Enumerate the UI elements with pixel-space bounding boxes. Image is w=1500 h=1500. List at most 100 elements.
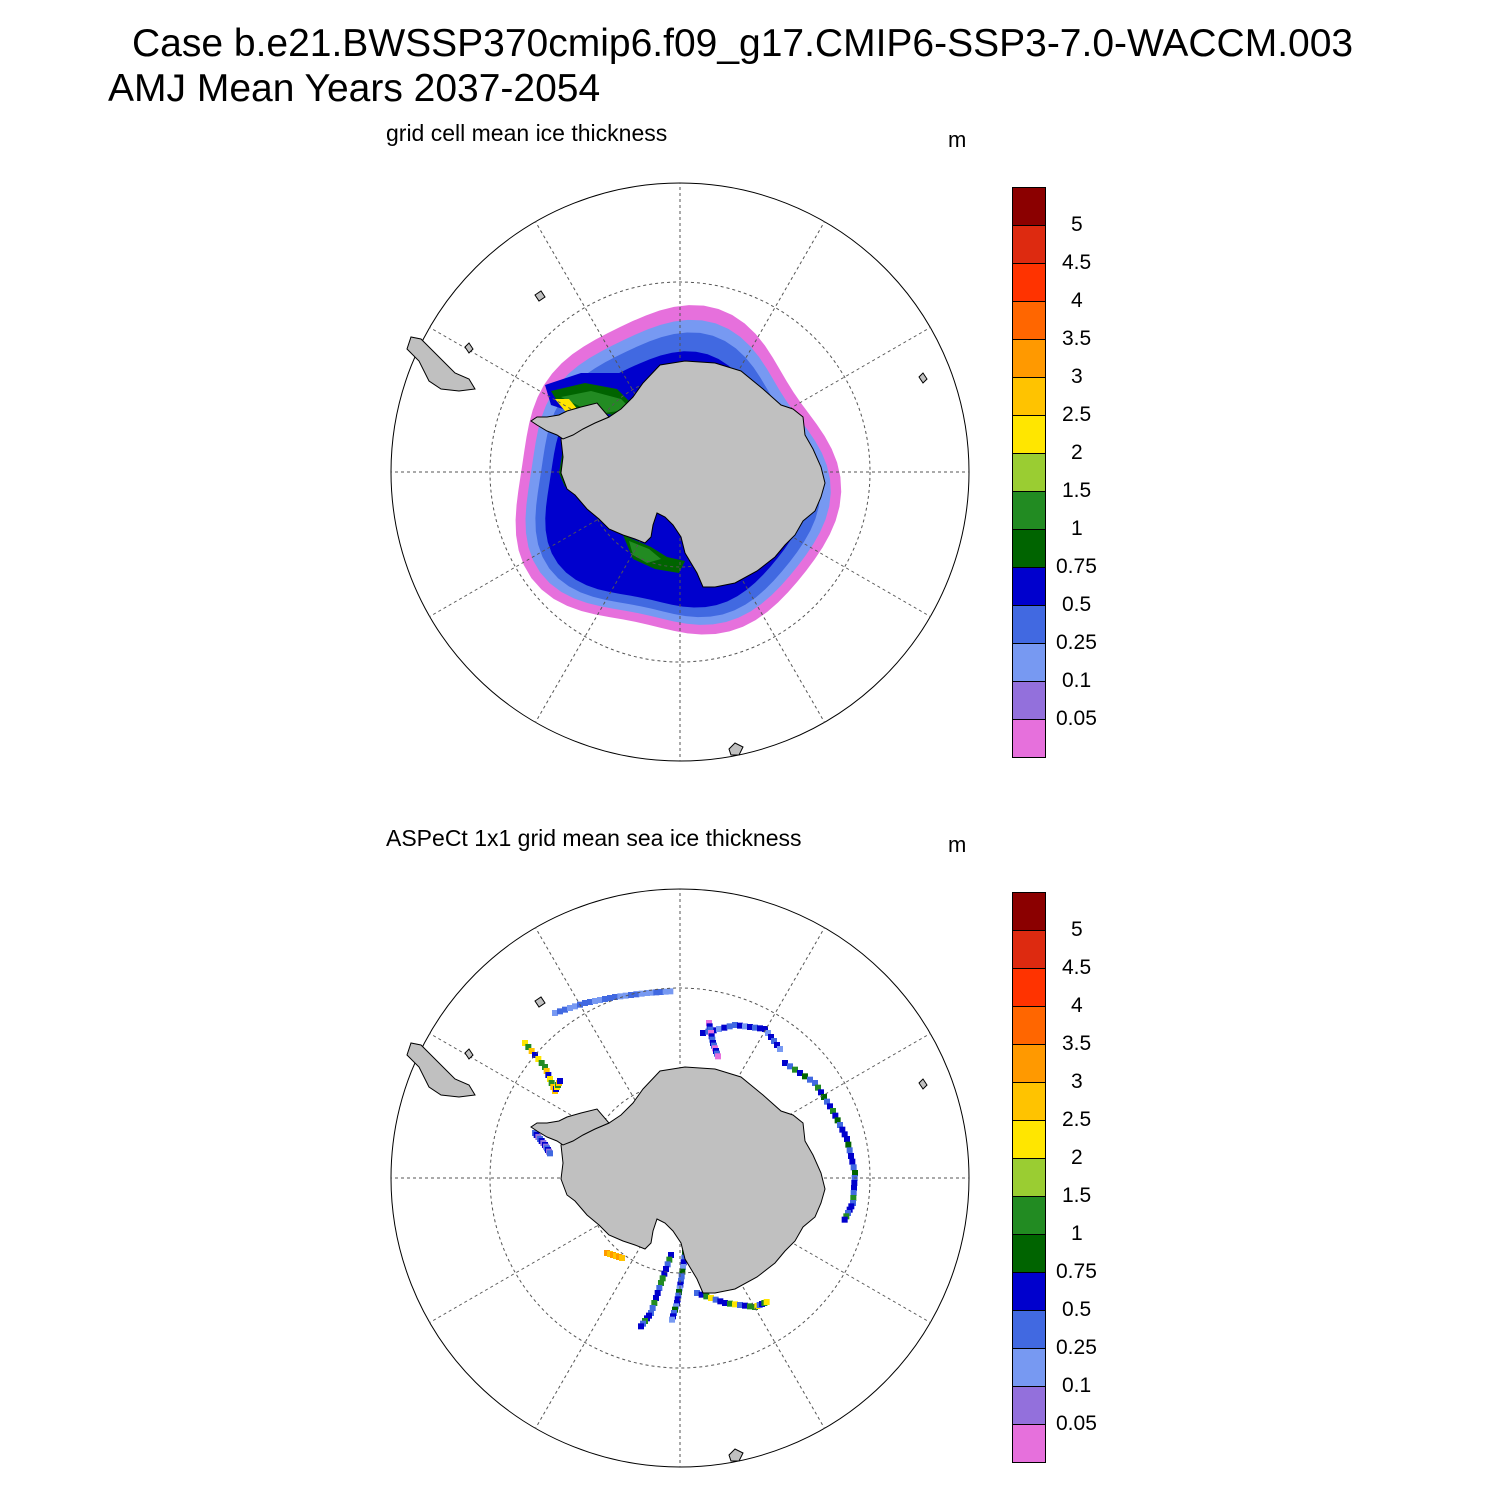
panel-1-title: grid cell mean ice thickness xyxy=(386,120,668,146)
colorbar-tick-label: 0.5 xyxy=(1062,1298,1092,1321)
colorbar-tick-label: 1.5 xyxy=(1062,1184,1092,1207)
obs-cell xyxy=(653,989,660,996)
latitude-circle xyxy=(489,987,871,1369)
obs-cell xyxy=(727,1300,733,1307)
obs-cell xyxy=(708,1295,714,1301)
obs-cell xyxy=(648,989,655,996)
antarctica-landmass xyxy=(560,360,826,588)
obs-cell xyxy=(658,1280,664,1286)
obs-cell xyxy=(848,1153,854,1159)
colorbar-segment xyxy=(1012,643,1046,682)
obs-cell xyxy=(792,1066,798,1073)
obs-cell xyxy=(587,999,593,1005)
obs-cell xyxy=(602,996,608,1002)
colorbar-segment xyxy=(1012,968,1046,1007)
antarctic-peninsula xyxy=(530,402,610,440)
obs-cell xyxy=(846,1206,853,1213)
south-america-tip xyxy=(406,1042,476,1098)
colorbar-tick-label: 0.1 xyxy=(1062,669,1092,692)
colorbar-tick-label: 2 xyxy=(1071,1146,1083,1169)
obs-cell xyxy=(661,1270,668,1277)
colorbar-tick-label: 4 xyxy=(1071,289,1083,312)
colorbar-segment xyxy=(1012,1120,1046,1159)
colorbar-segment xyxy=(1012,1272,1046,1311)
obs-cell xyxy=(850,1190,857,1196)
island xyxy=(728,742,744,756)
obs-cell xyxy=(802,1073,808,1080)
figure-title-case: Case b.e21.BWSSP370cmip6.f09_g17.CMIP6-S… xyxy=(132,22,1354,65)
obs-cell xyxy=(522,1040,528,1046)
obs-cell xyxy=(708,1030,714,1036)
figure-title-period: AMJ Mean Years 2037-2054 xyxy=(108,67,601,110)
obs-cell xyxy=(717,1298,724,1305)
colorbar-tick-label: 5 xyxy=(1071,918,1083,941)
obs-cell xyxy=(763,1299,770,1305)
colorbar-segment xyxy=(1012,377,1046,416)
obs-cell xyxy=(752,1024,758,1031)
colorbar-segment xyxy=(1012,225,1046,264)
obs-cell xyxy=(850,1200,856,1206)
panel-2-colorbar xyxy=(1012,892,1046,1463)
colorbar-segment xyxy=(1012,453,1046,492)
colorbar-segment xyxy=(1012,1424,1046,1463)
obs-cell xyxy=(850,1195,857,1201)
obs-cell xyxy=(528,1048,535,1054)
obs-cell xyxy=(619,1255,625,1261)
obs-cell xyxy=(757,1025,763,1032)
island xyxy=(728,1448,744,1462)
obs-cell xyxy=(777,1046,783,1052)
colorbar-tick-label: 0.05 xyxy=(1056,1412,1097,1435)
obs-cell xyxy=(672,1306,678,1313)
colorbar-tick-label: 2.5 xyxy=(1062,1108,1092,1131)
obs-cell xyxy=(664,1261,671,1268)
obs-cell xyxy=(721,1024,728,1031)
colorbar-tick-label: 4.5 xyxy=(1062,956,1092,979)
colorbar-tick-label: 0.75 xyxy=(1056,555,1097,578)
obs-cell xyxy=(771,1038,777,1044)
obs-cell xyxy=(768,1034,774,1040)
observation-cells xyxy=(522,988,858,1330)
colorbar-tick-label: 4 xyxy=(1071,994,1083,1017)
obs-cell xyxy=(662,988,669,995)
obs-cell xyxy=(839,1126,846,1133)
obs-cell xyxy=(572,1003,578,1010)
obs-cell xyxy=(774,1042,780,1048)
colorbar-segment xyxy=(1012,491,1046,530)
obs-cell xyxy=(706,1020,712,1026)
obs-cell xyxy=(535,1056,542,1062)
obs-cell xyxy=(737,1302,743,1308)
obs-cell xyxy=(742,1302,748,1309)
obs-cell xyxy=(849,1158,856,1165)
obs-cell xyxy=(851,1185,857,1191)
colorbar-tick-label: 0.05 xyxy=(1056,707,1097,730)
obs-cell xyxy=(680,1264,686,1270)
colorbar-tick-label: 2 xyxy=(1071,441,1083,464)
obs-cell xyxy=(732,1301,738,1308)
colorbar-tick-label: 2.5 xyxy=(1062,403,1092,426)
obs-cell xyxy=(845,1141,852,1148)
obs-cell xyxy=(679,1268,686,1275)
obs-cell xyxy=(832,1112,839,1119)
obs-cell xyxy=(667,988,674,995)
obs-cell xyxy=(543,1068,550,1074)
colorbar-tick-label: 0.25 xyxy=(1056,1336,1097,1359)
obs-cell xyxy=(765,1030,771,1036)
obs-cell xyxy=(742,1023,748,1030)
obs-cell xyxy=(837,1122,843,1128)
obs-cell xyxy=(698,1291,705,1298)
obs-cell xyxy=(674,1296,681,1303)
obs-cell xyxy=(851,1180,858,1186)
colorbar-segment xyxy=(1012,930,1046,969)
obs-cell xyxy=(700,1030,706,1036)
obs-cell xyxy=(737,1022,743,1029)
obs-cell xyxy=(782,1060,788,1066)
colorbar-tick-label: 1 xyxy=(1071,517,1083,540)
obs-cell xyxy=(678,1278,684,1284)
obs-cell xyxy=(633,991,640,998)
colorbar-segment xyxy=(1012,529,1046,568)
colorbar-segment xyxy=(1012,605,1046,644)
obs-cell xyxy=(712,1296,719,1303)
obs-cell xyxy=(547,1076,553,1082)
colorbar-segment xyxy=(1012,301,1046,340)
panel-2-units: m xyxy=(948,832,967,857)
